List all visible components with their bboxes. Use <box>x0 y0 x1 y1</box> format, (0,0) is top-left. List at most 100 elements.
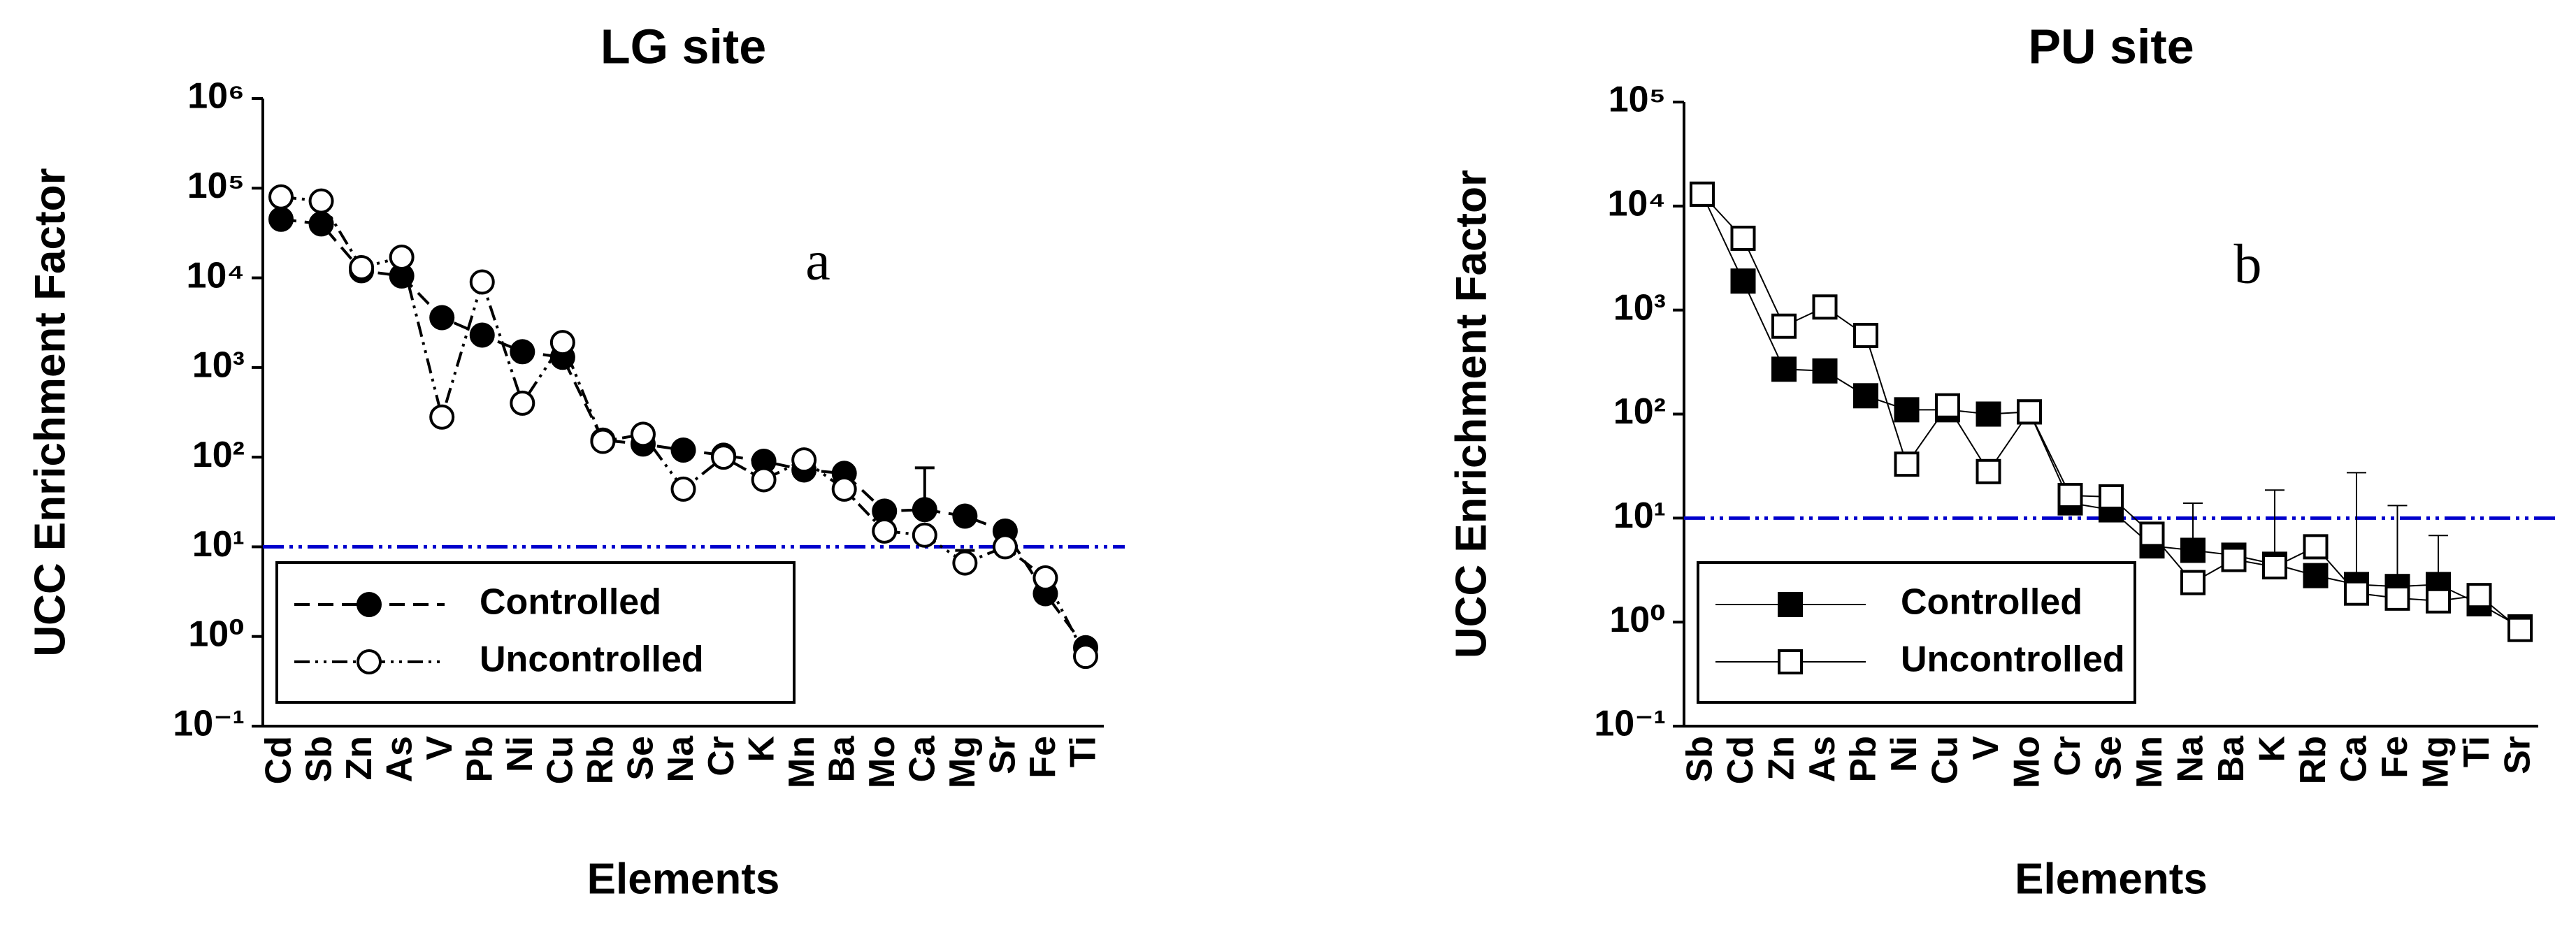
x-tick-label: K <box>2252 736 2293 762</box>
x-tick-label: Se <box>621 736 661 781</box>
x-tick-label: Mo <box>2007 736 2048 788</box>
x-tick-label: Ba <box>821 735 862 783</box>
x-tick-label: Fe <box>1023 736 1063 779</box>
marker <box>308 211 334 237</box>
marker <box>670 476 696 502</box>
marker <box>1976 458 2001 484</box>
marker <box>912 522 937 548</box>
chart: LG site Elements UCC Enrichment Factor a 10⁻… <box>26 19 1125 903</box>
x-tick-label: Ti <box>2456 736 2497 767</box>
marker <box>711 444 737 470</box>
marker <box>268 206 294 232</box>
marker <box>872 518 898 544</box>
marker <box>1812 358 1838 384</box>
marker <box>2180 570 2206 595</box>
x-tick-label: Mo <box>862 736 902 788</box>
marker <box>2303 563 2329 588</box>
y-axis-title: UCC Enrichment Factor <box>1447 170 1495 658</box>
marker <box>1771 313 1797 339</box>
marker <box>268 184 294 210</box>
marker <box>630 421 656 447</box>
y-tick-label: 10² <box>192 435 245 475</box>
marker <box>1976 401 2001 427</box>
x-tick-label: As <box>379 736 419 782</box>
marker <box>2099 484 2124 509</box>
legend-marker <box>1778 649 1803 674</box>
marker <box>831 476 857 502</box>
x-tick-label: V <box>1966 736 2006 760</box>
y-tick-label: 10¹ <box>192 524 245 565</box>
marker <box>2344 580 2369 606</box>
marker <box>1894 451 1920 477</box>
x-tick-label: Cr <box>701 736 742 776</box>
marker <box>2017 399 2042 425</box>
x-tick-label: Cd <box>1720 736 1761 784</box>
x-tick-label: Se <box>2089 736 2129 781</box>
x-axis-title: Elements <box>587 855 780 903</box>
marker <box>1853 323 1878 349</box>
marker <box>510 339 535 365</box>
x-tick-label: K <box>741 736 782 762</box>
marker <box>751 467 777 493</box>
marker <box>308 188 334 214</box>
legend-label: Uncontrolled <box>1901 639 2125 680</box>
marker <box>2057 482 2083 508</box>
legend-box <box>275 561 796 704</box>
y-axis-title: UCC Enrichment Factor <box>26 168 74 656</box>
legend-marker <box>1778 592 1803 617</box>
marker <box>912 497 937 523</box>
marker <box>469 269 495 295</box>
marker <box>2221 547 2247 572</box>
y-tick-label: 10⁵ <box>1609 80 1666 120</box>
legend-box <box>1697 561 2136 704</box>
marker <box>429 404 455 430</box>
x-tick-label: Ni <box>500 736 540 772</box>
y-tick-label: 10² <box>1613 391 1666 432</box>
y-tick-label: 10³ <box>192 345 245 386</box>
x-tick-label: Sb <box>1680 736 1720 782</box>
marker <box>2303 534 2329 560</box>
chart-title: LG site <box>600 19 766 73</box>
x-tick-label: Ca <box>2334 735 2375 783</box>
y-tick-label: 10⁵ <box>187 166 245 206</box>
legend-label: Controlled <box>1901 582 2082 623</box>
x-tick-label: Mg <box>2416 736 2456 788</box>
marker <box>670 437 696 463</box>
y-tick-label: 10⁶ <box>187 76 245 117</box>
x-tick-label: Mn <box>782 736 822 788</box>
marker <box>1771 356 1797 382</box>
marker <box>1894 397 1920 423</box>
x-tick-label: Mn <box>2129 736 2170 788</box>
y-tick-label: 10⁻¹ <box>1594 704 1666 744</box>
x-tick-label: Ba <box>2211 735 2252 783</box>
error-bar <box>2347 472 2366 585</box>
marker <box>952 503 978 529</box>
legend-marker <box>357 649 382 674</box>
annotation: b <box>2234 233 2262 295</box>
legend-label: Controlled <box>480 582 661 623</box>
x-tick-label: Cu <box>1925 736 1966 784</box>
marker <box>2426 588 2451 614</box>
x-tick-label: Cd <box>259 736 299 784</box>
marker <box>1073 644 1098 670</box>
marker <box>389 245 415 270</box>
marker <box>1853 383 1878 409</box>
marker <box>791 447 817 473</box>
chart-title: PU site <box>2028 19 2194 73</box>
error-bar <box>2387 505 2408 587</box>
x-tick-label: Ti <box>1063 736 1104 767</box>
legend-label: Uncontrolled <box>480 639 704 680</box>
y-tick-label: 10⁰ <box>1609 600 1666 640</box>
marker <box>510 390 535 416</box>
y-tick-label: 10⁴ <box>186 255 245 296</box>
x-tick-label: As <box>1802 736 1843 782</box>
marker <box>469 322 495 348</box>
legend-marker <box>357 592 382 617</box>
marker <box>2262 554 2287 580</box>
marker <box>1690 181 1715 207</box>
marker <box>590 428 616 454</box>
marker <box>1730 268 1756 294</box>
marker <box>2466 583 2492 609</box>
marker <box>992 534 1018 560</box>
